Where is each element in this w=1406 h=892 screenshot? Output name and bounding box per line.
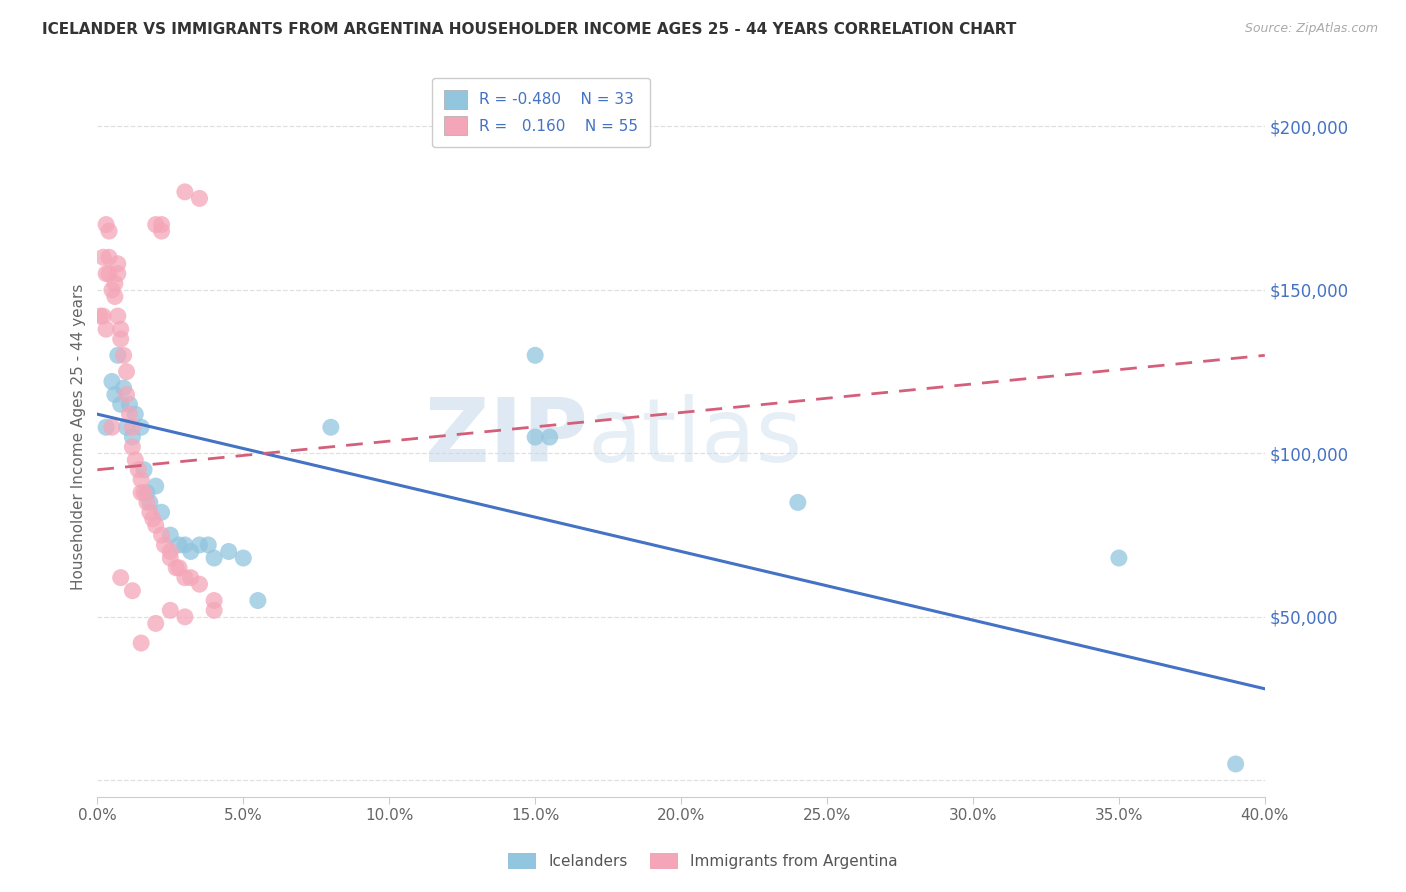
Point [136,485,159,500]
Point [197,538,219,552]
Point [174,610,197,624]
Point [107,348,129,362]
Point [132,485,155,500]
Point [129,636,152,650]
Point [107,257,129,271]
Point [110,571,132,585]
Point [150,224,173,238]
Point [129,485,152,500]
Point [110,332,132,346]
Point [165,561,187,575]
Legend: R = -0.480    N = 33, R =   0.160    N = 55: R = -0.480 N = 33, R = 0.160 N = 55 [432,78,651,147]
Point [104,289,127,303]
Point [139,495,162,509]
Point [167,538,190,552]
Point [142,512,165,526]
Point [112,381,135,395]
Point [524,430,547,444]
Point [132,463,155,477]
Point [202,593,225,607]
Point [98,250,121,264]
Point [91,309,114,323]
Point [150,528,173,542]
Point [136,495,159,509]
Point [94,218,117,232]
Point [101,420,124,434]
Point [188,191,211,205]
Point [94,267,117,281]
Point [524,348,547,362]
Point [202,603,225,617]
Point [118,397,141,411]
Text: atlas: atlas [588,393,803,481]
Point [115,365,138,379]
Point [129,420,152,434]
Point [121,583,143,598]
Point [188,538,211,552]
Point [218,544,240,558]
Text: Source: ZipAtlas.com: Source: ZipAtlas.com [1244,22,1378,36]
Point [101,375,124,389]
Point [786,495,808,509]
Point [188,577,211,591]
Point [121,420,143,434]
Point [139,505,162,519]
Point [89,309,111,323]
Point [121,430,143,444]
Point [174,571,197,585]
Point [107,267,129,281]
Point [94,420,117,434]
Point [150,218,173,232]
Point [127,463,149,477]
Y-axis label: Householder Income Ages 25 - 44 years: Householder Income Ages 25 - 44 years [72,284,86,591]
Point [202,551,225,566]
Point [98,224,121,238]
Point [145,616,167,631]
Point [101,283,124,297]
Point [319,420,342,434]
Point [91,250,114,264]
Point [174,185,197,199]
Point [107,309,129,323]
Point [110,322,132,336]
Text: ZIP: ZIP [425,393,588,481]
Point [1225,756,1247,771]
Point [159,603,181,617]
Point [159,544,181,558]
Point [118,407,141,421]
Point [180,571,202,585]
Point [180,544,202,558]
Text: ICELANDER VS IMMIGRANTS FROM ARGENTINA HOUSEHOLDER INCOME AGES 25 - 44 YEARS COR: ICELANDER VS IMMIGRANTS FROM ARGENTINA H… [42,22,1017,37]
Point [153,538,176,552]
Point [115,387,138,401]
Point [104,387,127,401]
Point [145,518,167,533]
Point [124,407,146,421]
Point [112,348,135,362]
Point [246,593,269,607]
Point [121,440,143,454]
Legend: Icelanders, Immigrants from Argentina: Icelanders, Immigrants from Argentina [502,847,904,875]
Point [98,267,121,281]
Point [538,430,561,444]
Point [150,505,173,519]
Point [1108,551,1130,566]
Point [110,397,132,411]
Point [159,551,181,566]
Point [104,277,127,291]
Point [129,473,152,487]
Point [145,479,167,493]
Point [94,322,117,336]
Point [145,218,167,232]
Point [174,538,197,552]
Point [124,453,146,467]
Point [115,420,138,434]
Point [167,561,190,575]
Point [159,528,181,542]
Point [232,551,254,566]
